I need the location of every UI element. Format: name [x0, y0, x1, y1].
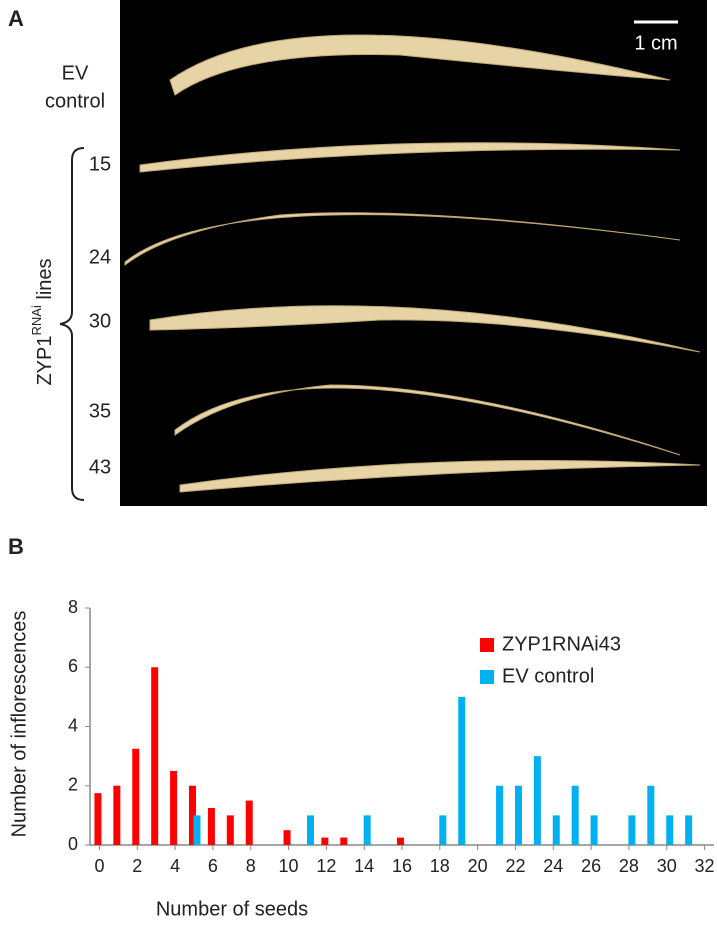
x-tick-label: 32 — [695, 856, 715, 876]
line-label: 30 — [89, 310, 111, 332]
x-tick-label: 0 — [94, 856, 104, 876]
y-tick-label: 2 — [68, 775, 78, 795]
bar — [94, 793, 102, 845]
x-tick-label: 20 — [468, 856, 488, 876]
x-tick-label: 14 — [354, 856, 374, 876]
bar — [666, 815, 674, 845]
y-tick-label: 8 — [68, 597, 78, 617]
bar — [458, 696, 466, 845]
x-axis-label: Number of seeds — [156, 898, 308, 920]
control-label: EV — [62, 62, 89, 84]
bar — [189, 785, 196, 845]
group-label: ZYP1RNAi lines — [29, 258, 56, 385]
bracket — [59, 147, 85, 501]
x-tick-label: 12 — [316, 856, 336, 876]
legend-label: EV control — [502, 665, 594, 687]
bar — [170, 770, 178, 845]
control-label: control — [45, 90, 105, 112]
x-tick-label: 2 — [132, 856, 142, 876]
x-tick-label: 18 — [430, 856, 450, 876]
bar — [647, 785, 655, 845]
photo — [120, 0, 707, 506]
bar — [207, 807, 215, 845]
bar — [306, 815, 314, 845]
bar — [552, 815, 560, 845]
bar — [226, 815, 234, 845]
line-label: 35 — [89, 400, 111, 422]
bar — [397, 837, 404, 845]
x-tick-label: 24 — [543, 856, 563, 876]
legend-swatch — [480, 638, 494, 652]
bar — [533, 756, 541, 845]
bar — [193, 815, 201, 845]
bar — [132, 748, 140, 845]
bar — [439, 815, 447, 845]
bar — [321, 837, 329, 845]
x-tick-label: 6 — [208, 856, 218, 876]
x-tick-label: 28 — [619, 856, 639, 876]
x-tick-label: 16 — [392, 856, 412, 876]
x-tick-label: 30 — [657, 856, 677, 876]
bar — [685, 815, 693, 845]
bar — [113, 785, 121, 845]
x-tick-label: 26 — [581, 856, 601, 876]
line-label: 43 — [89, 456, 111, 478]
line-label: 24 — [89, 246, 111, 268]
x-tick-label: 4 — [170, 856, 180, 876]
panel-label: B — [8, 534, 24, 559]
bar — [283, 830, 291, 845]
bar — [363, 815, 371, 845]
bar — [590, 815, 598, 845]
y-tick-label: 0 — [68, 834, 78, 854]
bar — [628, 815, 636, 845]
bar — [514, 785, 522, 845]
inflorescences — [124, 34, 701, 493]
bar — [571, 785, 579, 845]
legend-label: ZYP1RNAi43 — [502, 633, 621, 655]
panel-label: A — [8, 6, 24, 31]
line-label: 15 — [89, 153, 111, 175]
bar — [340, 837, 348, 845]
x-tick-label: 10 — [279, 856, 299, 876]
scale-label: 1 cm — [634, 32, 677, 54]
bar — [151, 667, 159, 845]
y-axis-label: Number of inflorescences — [8, 611, 30, 838]
y-tick-label: 4 — [68, 715, 78, 735]
legend-swatch — [480, 670, 494, 684]
x-tick-label: 8 — [246, 856, 256, 876]
x-tick-label: 22 — [505, 856, 525, 876]
bar — [496, 785, 504, 845]
y-tick-label: 6 — [68, 656, 78, 676]
bar — [245, 800, 253, 845]
